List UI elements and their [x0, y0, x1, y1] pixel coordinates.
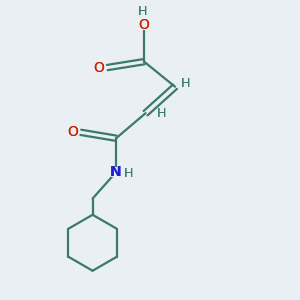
- Text: H: H: [157, 107, 167, 120]
- Text: O: O: [94, 61, 104, 75]
- FancyBboxPatch shape: [182, 80, 189, 87]
- Text: H: H: [124, 167, 133, 180]
- FancyBboxPatch shape: [125, 170, 132, 177]
- FancyBboxPatch shape: [140, 8, 146, 15]
- Text: O: O: [67, 125, 78, 139]
- Text: H: H: [138, 5, 147, 18]
- FancyBboxPatch shape: [68, 128, 77, 137]
- FancyBboxPatch shape: [140, 20, 149, 30]
- Text: O: O: [94, 61, 104, 75]
- Text: H: H: [138, 5, 147, 18]
- Text: H: H: [124, 167, 133, 180]
- Text: O: O: [67, 125, 78, 139]
- Text: H: H: [157, 107, 167, 120]
- Text: H: H: [181, 77, 190, 90]
- FancyBboxPatch shape: [111, 167, 121, 177]
- Text: O: O: [139, 18, 149, 32]
- FancyBboxPatch shape: [158, 110, 165, 116]
- Text: N: N: [110, 165, 122, 179]
- FancyBboxPatch shape: [94, 63, 104, 72]
- Text: H: H: [181, 77, 190, 90]
- Text: O: O: [139, 18, 149, 32]
- Text: N: N: [110, 165, 122, 179]
